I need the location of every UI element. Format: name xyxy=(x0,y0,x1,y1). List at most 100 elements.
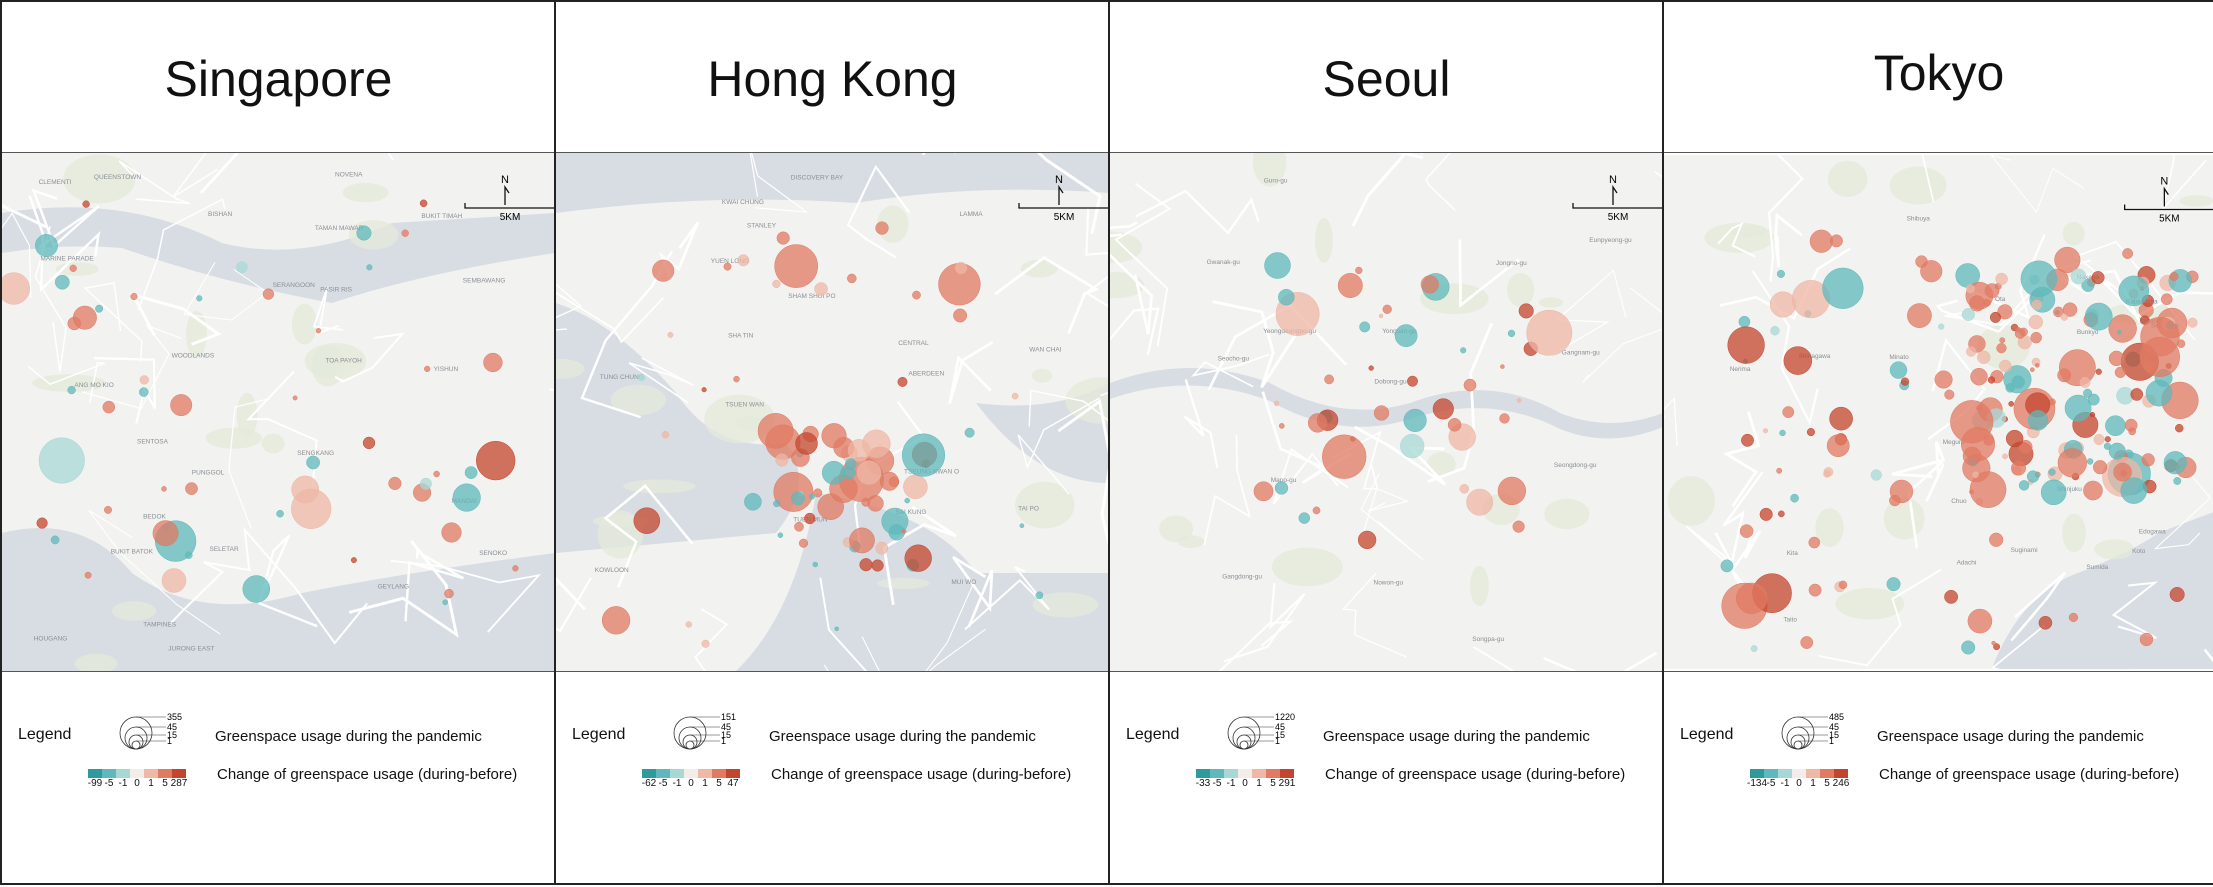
usage-bubble xyxy=(1961,308,1975,322)
road xyxy=(1722,411,1761,508)
road xyxy=(1714,529,1762,571)
road xyxy=(118,160,191,205)
place-label: Eunpyeong-gu xyxy=(1589,237,1632,244)
park-area xyxy=(1252,153,1287,187)
usage-bubble xyxy=(2104,436,2111,443)
usage-bubble xyxy=(2081,278,2095,292)
legend-heading: Legend xyxy=(1126,726,1180,743)
usage-bubble xyxy=(773,500,781,508)
color-ramp-tick: -1 xyxy=(672,778,682,789)
color-ramp-tick: 287 xyxy=(170,778,188,789)
usage-bubble xyxy=(1011,392,1019,400)
park-area xyxy=(304,343,367,380)
size-legend-value: 355 xyxy=(167,712,182,722)
usage-bubble xyxy=(1463,378,1477,392)
usage-bubble xyxy=(1378,313,1384,319)
scale-bar xyxy=(2124,204,2213,211)
place-label: SELETAR xyxy=(210,546,239,553)
park-area xyxy=(1538,297,1564,308)
usage-bubble xyxy=(879,471,899,491)
usage-bubble xyxy=(366,264,373,271)
usage-bubble xyxy=(744,493,762,511)
size-legend-circle xyxy=(1781,716,1815,750)
usage-bubble xyxy=(633,507,661,534)
usage-bubble xyxy=(1808,536,1821,549)
city-panel-singapore: SingaporeSENOKOSEMBAWANGWOODLANDSMANDAIY… xyxy=(0,0,555,885)
usage-bubble xyxy=(2018,439,2033,454)
usage-bubble xyxy=(1337,273,1363,298)
color-ramp-tick: 0 xyxy=(1242,778,1248,789)
color-ramp-swatch xyxy=(1252,769,1266,778)
size-legend-value: 1220 xyxy=(1275,712,1295,722)
size-legend-value: 1 xyxy=(721,736,726,746)
usage-bubble xyxy=(1966,346,1977,357)
usage-bubble xyxy=(1999,337,2006,344)
place-label: DISCOVERY BAY xyxy=(791,175,844,182)
water-area xyxy=(2,528,555,671)
road xyxy=(1543,651,1658,671)
place-label: ABERDEEN xyxy=(908,370,944,377)
color-legend-label: Change of greenspace usage (during-befor… xyxy=(1325,766,1626,783)
road xyxy=(1212,300,1298,389)
usage-bubble xyxy=(2108,442,2126,460)
usage-bubble xyxy=(2040,479,2067,506)
usage-bubble xyxy=(291,488,332,529)
color-ramp-swatch xyxy=(158,769,172,778)
place-label: QUEENSTOWN xyxy=(94,174,141,181)
usage-bubble xyxy=(1997,304,2013,320)
usage-bubble xyxy=(1790,493,1799,503)
usage-bubble xyxy=(1944,589,1959,604)
road xyxy=(694,608,729,671)
water-area xyxy=(2,207,555,303)
color-ramp-tick: 0 xyxy=(1796,778,1802,789)
size-legend-circle xyxy=(1227,716,1261,750)
place-label: BUKIT TIMAH xyxy=(421,213,462,220)
usage-bubble xyxy=(35,234,58,257)
usage-bubble xyxy=(2105,415,2126,436)
color-ramp-swatch xyxy=(656,769,670,778)
usage-bubble xyxy=(1741,433,1754,447)
color-ramp-swatch xyxy=(1750,769,1764,778)
road xyxy=(170,561,252,624)
road xyxy=(334,332,405,383)
usage-bubble xyxy=(1915,255,1928,268)
color-ramp-tick: 5 xyxy=(1270,778,1276,789)
usage-bubble xyxy=(1357,530,1377,550)
park-area xyxy=(1032,592,1099,618)
road xyxy=(819,577,868,671)
road xyxy=(1767,153,1804,282)
water-area xyxy=(1991,512,2213,670)
city-panel-tokyo: TokyoNerimaItabashiKitaAdachiKatsushikaS… xyxy=(1662,0,2213,885)
scale-bar xyxy=(1018,203,1109,209)
usage-bubble xyxy=(1970,367,1988,386)
road xyxy=(312,287,344,334)
usage-bubble xyxy=(1972,471,1979,478)
road xyxy=(137,198,226,311)
usage-bubble xyxy=(2114,366,2126,378)
usage-bubble xyxy=(388,476,402,490)
park-area xyxy=(261,433,285,454)
road xyxy=(1360,472,1424,561)
park-area xyxy=(1020,259,1058,278)
road xyxy=(1664,396,1678,446)
color-ramp-tick: 291 xyxy=(1278,778,1296,789)
usage-bubble xyxy=(2169,271,2179,282)
place-label: Taito xyxy=(1783,617,1797,624)
place-label: Gangnam-gu xyxy=(1562,349,1600,356)
usage-bubble xyxy=(2053,306,2064,318)
road xyxy=(603,483,694,588)
usage-bubble xyxy=(2169,586,2185,602)
park-area xyxy=(1271,547,1343,587)
park-area xyxy=(1315,218,1333,263)
road xyxy=(994,256,1100,335)
park-area xyxy=(1889,166,1947,205)
color-legend-label: Change of greenspace usage (during-befor… xyxy=(217,766,518,783)
place-label: WOODLANDS xyxy=(172,353,215,360)
color-ramp xyxy=(642,766,740,784)
place-label: Seongdong-gu xyxy=(1554,462,1597,469)
color-ramp-swatch xyxy=(712,769,726,778)
usage-bubble xyxy=(2019,327,2028,337)
usage-bubble xyxy=(2113,462,2132,482)
usage-bubble xyxy=(1736,582,1768,614)
place-label: Shinagawa xyxy=(1799,353,1831,360)
